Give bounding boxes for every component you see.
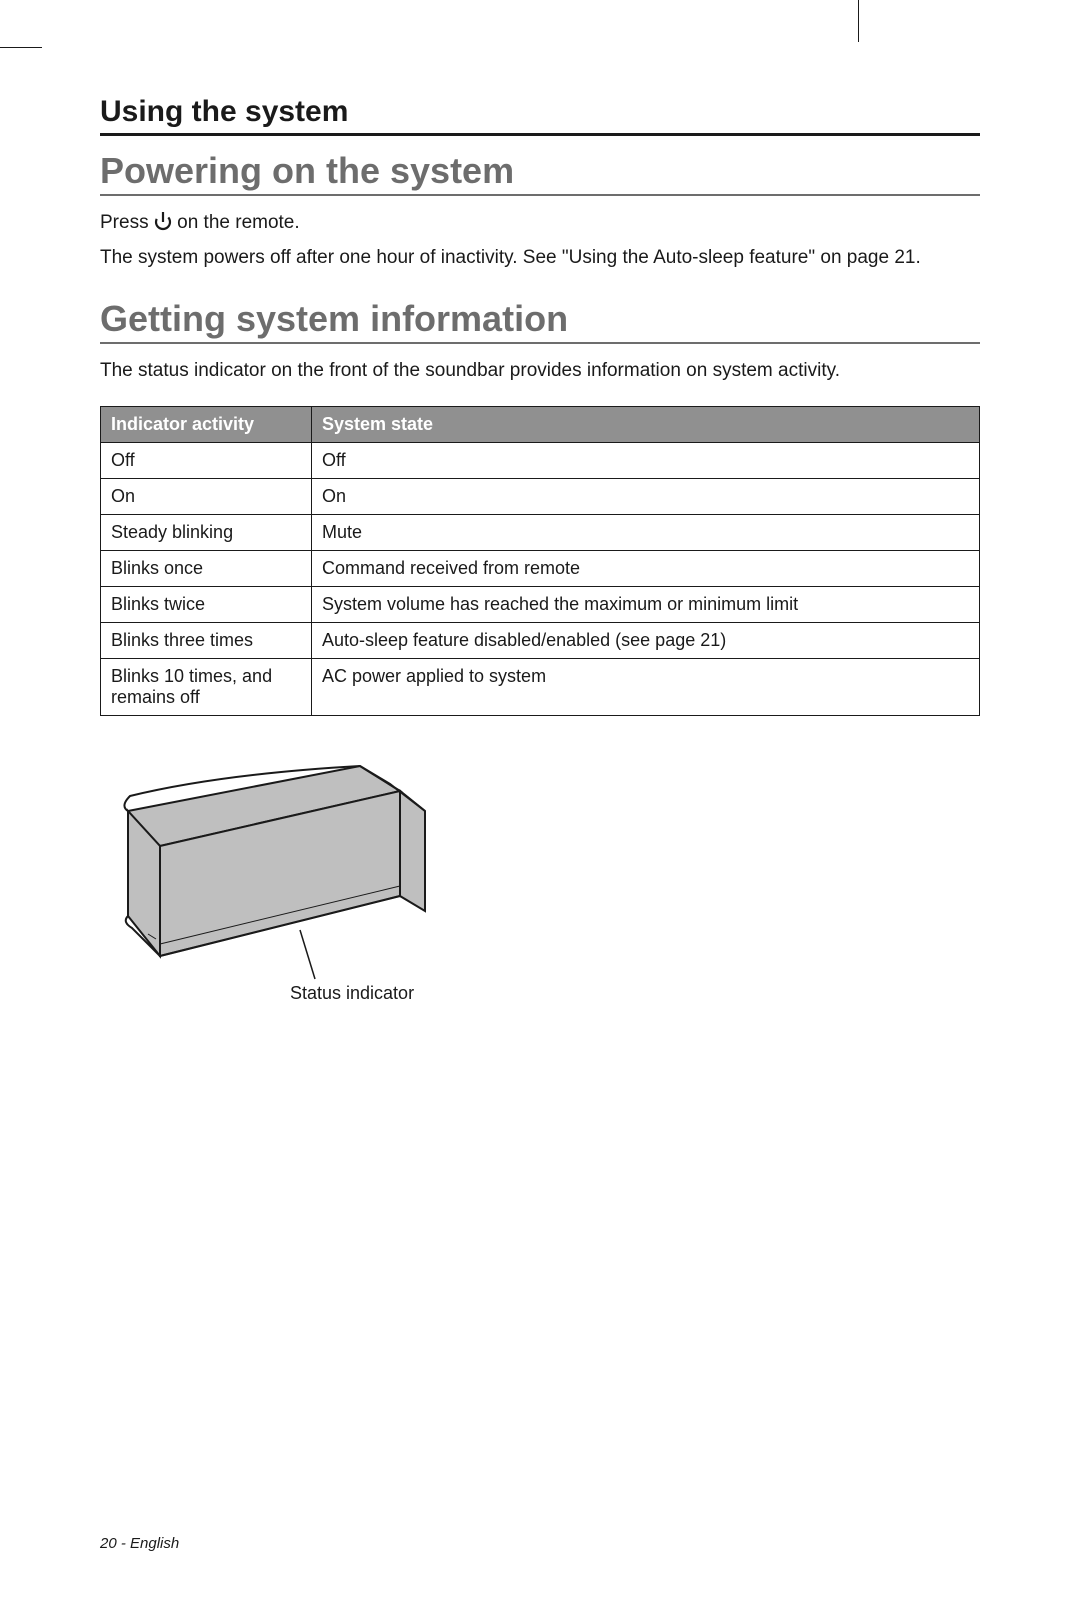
table-cell: Steady blinking: [101, 514, 312, 550]
table-row: Blinks twice System volume has reached t…: [101, 586, 980, 622]
para-auto-sleep: The system powers off after one hour of …: [100, 245, 980, 271]
section-title: Using the system: [100, 95, 980, 136]
table-header-indicator: Indicator activity: [101, 406, 312, 442]
table-cell: Off: [311, 442, 979, 478]
table-cell: AC power applied to system: [311, 658, 979, 715]
heading-powering-on: Powering on the system: [100, 150, 980, 196]
table-row: On On: [101, 478, 980, 514]
table-row: Blinks once Command received from remote: [101, 550, 980, 586]
table-cell: System volume has reached the maximum or…: [311, 586, 979, 622]
table-cell: Blinks twice: [101, 586, 312, 622]
table-cell: On: [101, 478, 312, 514]
table-cell: Blinks three times: [101, 622, 312, 658]
para-press-remote: Press on the remote.: [100, 210, 980, 239]
table-cell: Command received from remote: [311, 550, 979, 586]
crop-mark-top: [858, 0, 859, 42]
crop-mark-left: [0, 47, 42, 48]
table-row: Steady blinking Mute: [101, 514, 980, 550]
table-cell: Blinks 10 times, and remains off: [101, 658, 312, 715]
para1b: on the remote.: [172, 212, 300, 233]
figure-caption-text: Status indicator: [290, 983, 414, 1003]
table-cell: Blinks once: [101, 550, 312, 586]
table-cell: Auto-sleep feature disabled/enabled (see…: [311, 622, 979, 658]
table-header-row: Indicator activity System state: [101, 406, 980, 442]
heading-system-info: Getting system information: [100, 298, 980, 344]
table-cell: On: [311, 478, 979, 514]
soundbar-figure: Status indicator: [100, 756, 980, 1016]
table-header-state: System state: [311, 406, 979, 442]
para1a: Press: [100, 212, 154, 233]
power-icon: [154, 211, 172, 239]
para-status-indicator: The status indicator on the front of the…: [100, 358, 980, 384]
table-row: Blinks 10 times, and remains off AC powe…: [101, 658, 980, 715]
table-row: Off Off: [101, 442, 980, 478]
soundbar-svg: Status indicator: [100, 756, 430, 1011]
table-cell: Off: [101, 442, 312, 478]
page-footer: 20 - English: [100, 1535, 179, 1552]
table-cell: Mute: [311, 514, 979, 550]
status-table: Indicator activity System state Off Off …: [100, 406, 980, 716]
table-row: Blinks three times Auto-sleep feature di…: [101, 622, 980, 658]
page: Using the system Powering on the system …: [0, 0, 1080, 1612]
